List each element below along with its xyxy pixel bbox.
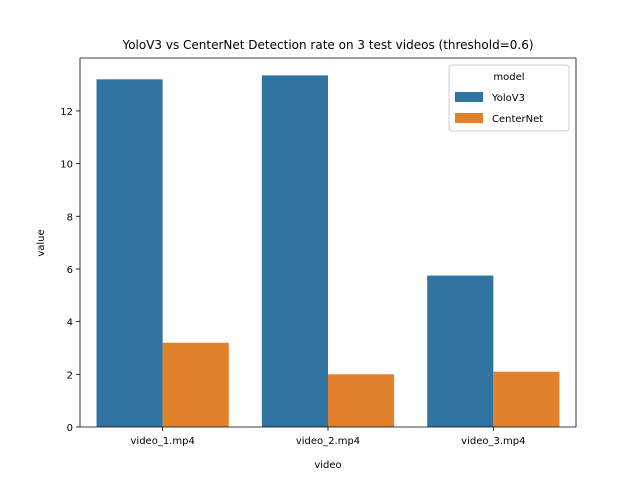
legend-swatch-yolov3 [455, 92, 483, 102]
x-tick-label: video_2.mp4 [296, 436, 360, 447]
x-tick-label: video_3.mp4 [461, 436, 525, 447]
y-axis-label: value [36, 229, 47, 256]
legend-swatch-centernet [455, 113, 483, 123]
bar-centernet-1 [162, 342, 229, 427]
chart-title: YoloV3 vs CenterNet Detection rate on 3 … [121, 38, 533, 52]
bar-yolov3-1 [96, 79, 163, 427]
x-axis-label: video [314, 460, 341, 471]
y-tick-label: 4 [67, 318, 73, 329]
bar-yolov3-2 [261, 75, 328, 427]
y-tick-label: 12 [60, 107, 73, 118]
y-tick-label: 2 [67, 370, 73, 381]
plot-area: 0 2 4 6 8 10 12 video_1.mp4 video_2.mp4 video_3.m… [60, 57, 577, 447]
x-tick-label: video_1.mp4 [131, 436, 195, 447]
y-tick-label: 6 [67, 265, 73, 276]
legend-label-centernet: CenterNet [492, 114, 543, 125]
y-tick-label: 10 [60, 160, 73, 171]
bar-centernet-3 [493, 371, 560, 427]
y-tick-label: 8 [67, 212, 73, 223]
legend-title: model [493, 72, 524, 83]
legend: model YoloV3 CenterNet [448, 64, 570, 132]
y-tick-label: 0 [67, 423, 73, 434]
bar-yolov3-3 [427, 275, 494, 427]
legend-label-yolov3: YoloV3 [491, 93, 525, 104]
bar-centernet-2 [328, 374, 395, 427]
